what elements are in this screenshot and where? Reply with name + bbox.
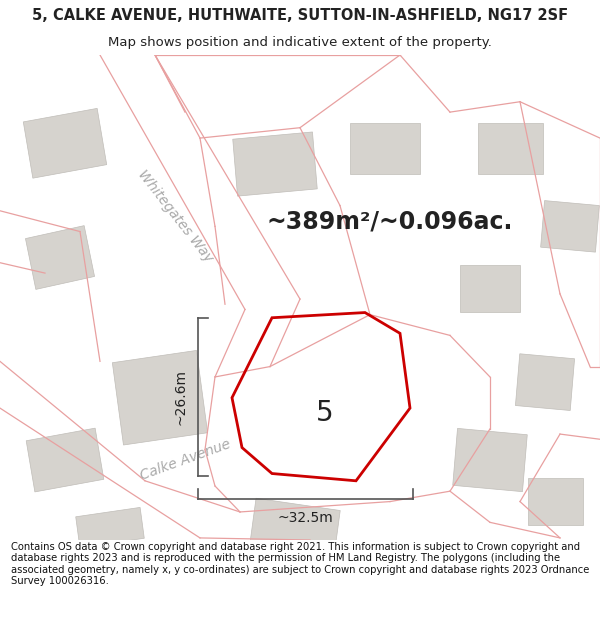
Text: 5, CALKE AVENUE, HUTHWAITE, SUTTON-IN-ASHFIELD, NG17 2SF: 5, CALKE AVENUE, HUTHWAITE, SUTTON-IN-AS… — [32, 8, 568, 23]
Bar — [460, 265, 520, 312]
Text: ~26.6m: ~26.6m — [173, 369, 187, 424]
Bar — [527, 478, 583, 525]
Bar — [23, 108, 107, 178]
Text: ~389m²/~0.096ac.: ~389m²/~0.096ac. — [267, 209, 513, 233]
Bar — [250, 498, 340, 557]
Bar — [233, 132, 317, 196]
Text: Map shows position and indicative extent of the property.: Map shows position and indicative extent… — [108, 36, 492, 49]
Text: Contains OS data © Crown copyright and database right 2021. This information is : Contains OS data © Crown copyright and d… — [11, 542, 589, 586]
Bar — [25, 226, 95, 289]
Bar — [112, 351, 208, 445]
Text: ~32.5m: ~32.5m — [278, 511, 334, 525]
Text: Calke Avenue: Calke Avenue — [138, 437, 232, 483]
Bar — [350, 122, 420, 174]
Bar — [478, 122, 542, 174]
Bar — [76, 508, 144, 548]
Text: Whitegates Way: Whitegates Way — [134, 167, 215, 265]
Bar — [541, 201, 599, 252]
Bar — [26, 428, 104, 492]
Bar — [515, 354, 575, 411]
Text: 5: 5 — [316, 399, 334, 428]
Bar — [453, 428, 527, 492]
